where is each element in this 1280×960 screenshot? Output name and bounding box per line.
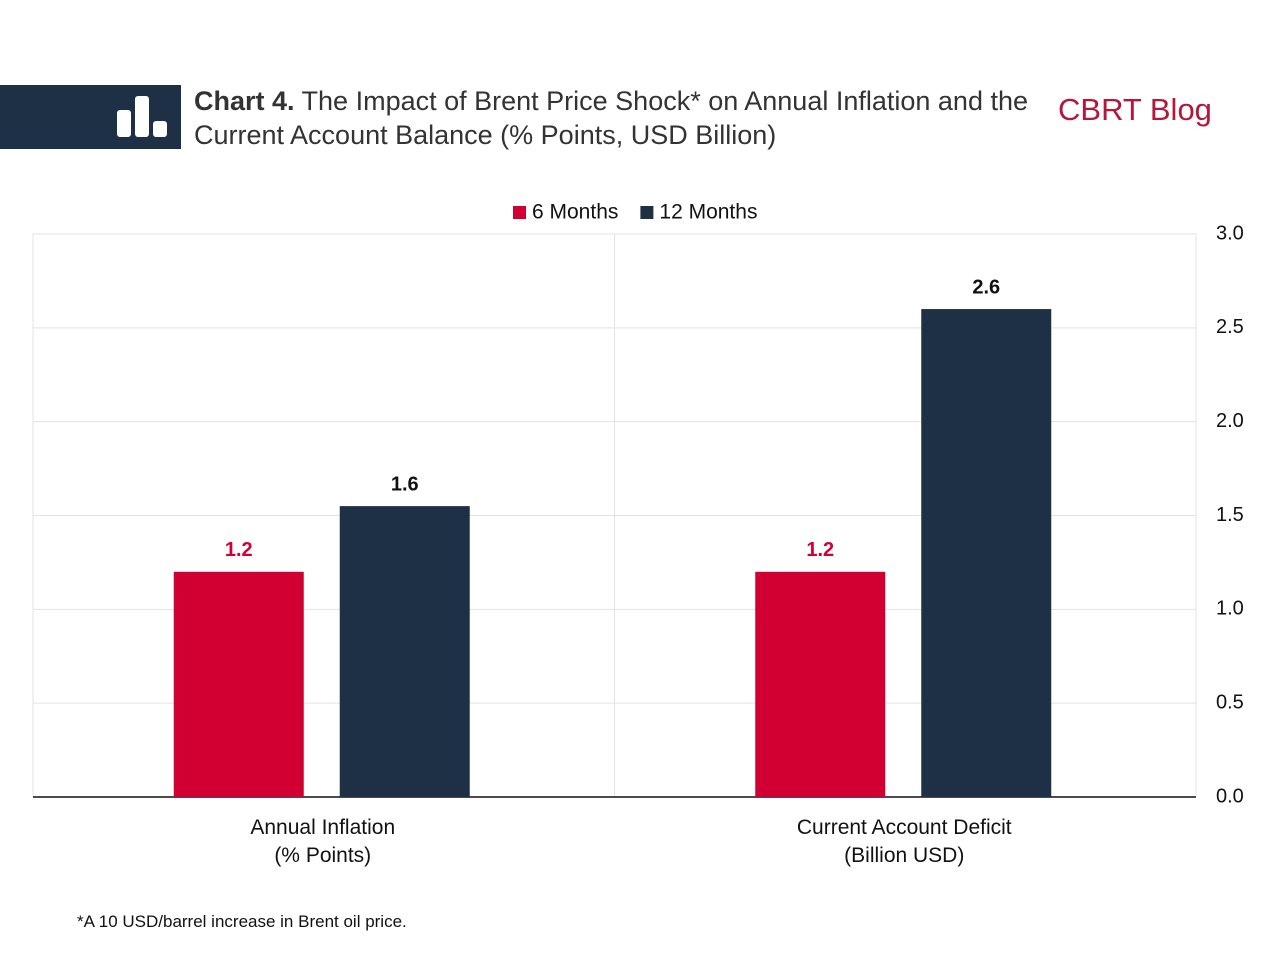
y-tick-label: 1.5 <box>1216 504 1244 526</box>
y-tick-label: 1.0 <box>1216 598 1244 620</box>
data-label: 1.2 <box>806 539 834 561</box>
y-tick-label: 2.5 <box>1216 316 1244 338</box>
footnote: *A 10 USD/barrel increase in Brent oil p… <box>77 912 407 931</box>
y-tick-label: 3.0 <box>1216 222 1244 244</box>
y-tick-label: 2.0 <box>1216 410 1244 432</box>
bar <box>755 571 886 797</box>
data-label: 1.2 <box>225 539 253 561</box>
logo-icon <box>117 96 167 137</box>
brand: CBRT Blog <box>1058 92 1212 127</box>
bar <box>173 571 304 797</box>
header-band <box>0 85 181 149</box>
legend-swatch <box>513 206 526 219</box>
y-tick-label: 0.0 <box>1216 785 1244 807</box>
title-text: The Impact of Brent Price Shock* on Annu… <box>194 86 1028 150</box>
data-label: 2.6 <box>972 276 1000 298</box>
bar <box>921 309 1052 797</box>
title-prefix: Chart 4. <box>194 86 295 116</box>
legend-swatch <box>640 206 654 219</box>
x-tick-label: Annual Inflation (% Points) <box>250 816 396 867</box>
chart-title: Chart 4. The Impact of Brent Price Shock… <box>194 84 1034 152</box>
bar <box>339 506 470 797</box>
legend-label: 6 Months <box>532 201 618 224</box>
legend-label: 12 Months <box>659 201 757 224</box>
y-tick-label: 0.5 <box>1216 691 1244 713</box>
x-tick-label: Current Account Deficit (Billion USD) <box>796 816 1012 867</box>
data-label: 1.6 <box>391 473 419 495</box>
